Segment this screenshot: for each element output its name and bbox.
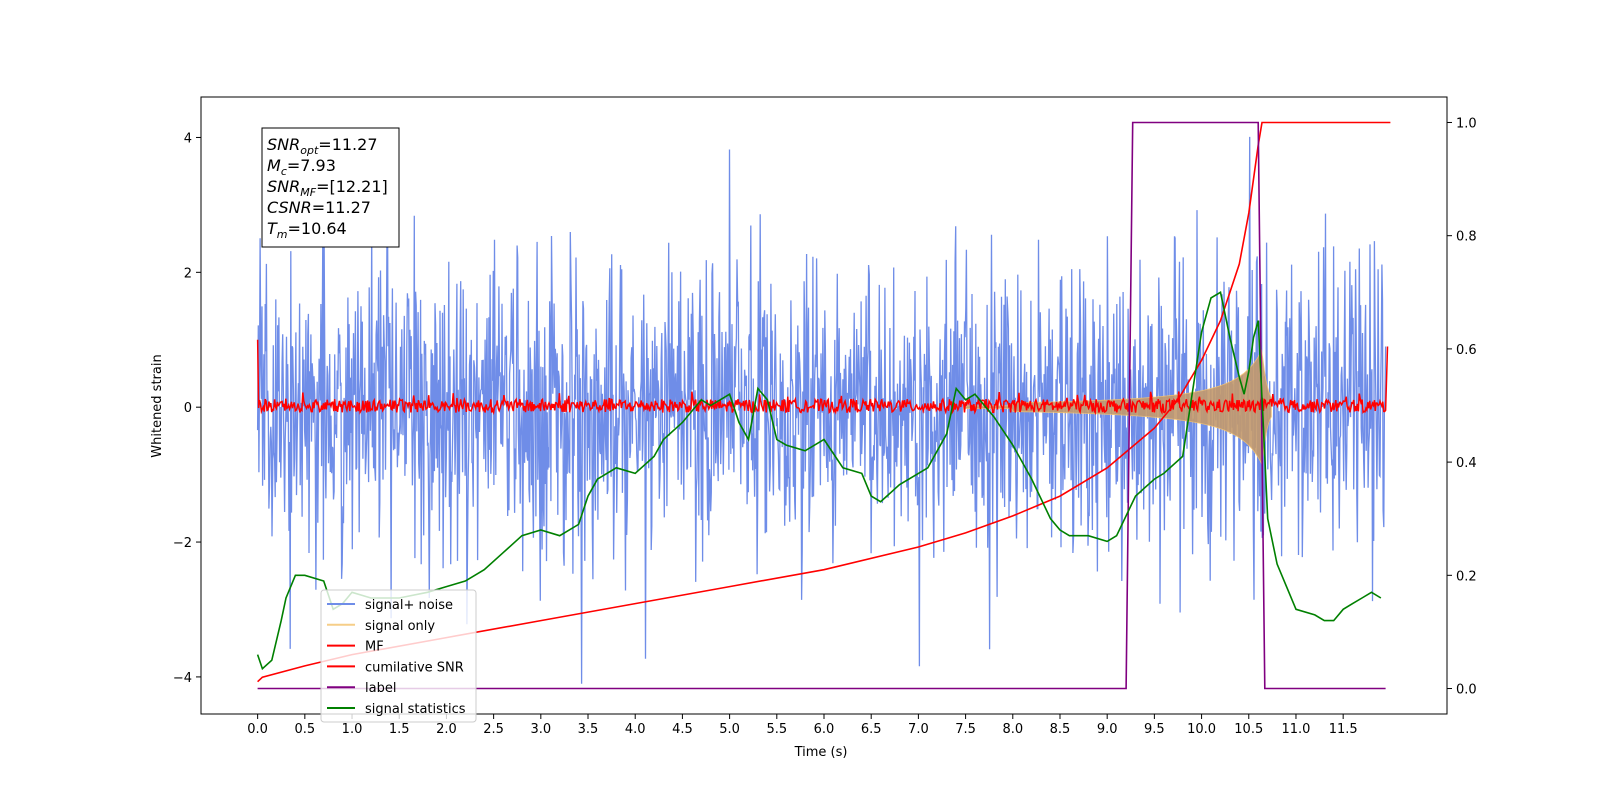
series-mf [256,339,1389,416]
legend-label: signal+ noise [365,598,453,613]
annotation-line: CSNR=11.27 [267,198,371,217]
annotation-box: SNRopt=11.27Mc=7.93SNRMF=[12.21]CSNR=11.… [261,127,400,248]
legend-label: signal only [365,619,435,634]
annotation-frame [261,127,400,248]
annotation-line: SNRMF=[12.21] [267,177,388,199]
x-tick-label: 2.5 [483,722,504,737]
x-axis-label: Time (s) [794,745,848,760]
y-axis-label: Whitened strain [150,354,165,457]
x-tick-label: 10.5 [1234,722,1263,737]
x-tick-label: 9.0 [1097,722,1118,737]
x-tick-label: 3.0 [530,722,551,737]
y2-tick-label: 0.8 [1456,230,1477,245]
series-label [257,121,1386,690]
legend: signal+ noise signal only MF cumilative SNR… [320,589,477,723]
y-tick-label: −4 [173,671,192,686]
y-tick-label: 0 [184,401,192,416]
x-tick-label: 0.5 [294,722,315,737]
x-tick-label: 7.0 [908,722,929,737]
x-tick-label: 8.5 [1050,722,1071,737]
series-layer [256,121,1391,690]
x-tick-label: 8.0 [1002,722,1023,737]
x-tick-label: 2.0 [436,722,457,737]
y2-tick-label: 0.4 [1456,456,1477,471]
x-tick-label: 7.5 [955,722,976,737]
x-tick-label: 6.0 [814,722,835,737]
x-tick-label: 3.5 [578,722,599,737]
x-tick-label: 5.5 [766,722,787,737]
annotation-line: SNRopt=11.27 [267,135,378,157]
x-tick-label: 4.0 [625,722,646,737]
legend-label: cumilative SNR [365,660,464,675]
y2-tick-label: 0.0 [1456,683,1477,698]
x-tick-label: 1.0 [342,722,363,737]
x-tick-label: 10.0 [1187,722,1216,737]
series-signal-statistics [256,291,1382,671]
annotation-line: Mc=7.93 [267,156,336,178]
legend-label: MF [365,640,384,655]
annotation-line: Tm=10.64 [267,219,347,241]
series-cumulative-snr [257,121,1391,683]
legend-label: signal statistics [365,702,466,717]
x-tick-label: 5.0 [719,722,740,737]
x-tick-label: 1.5 [389,722,410,737]
y-tick-label: 2 [184,266,192,281]
x-tick-label: 6.5 [861,722,882,737]
legend-frame [320,589,477,723]
x-axis: 0.0 0.5 1.0 1.5 2.0 2.5 3.0 3.5 4.0 4.5 5.0 5.5 6.0 6… [247,714,1358,737]
y-tick-label: −2 [173,536,192,551]
x-tick-label: 9.5 [1144,722,1165,737]
x-tick-label: 11.5 [1329,722,1358,737]
y-tick-label: 4 [184,131,192,146]
y-axis-right: 0.0 0.2 0.4 0.6 0.8 1.0 [1447,116,1477,698]
y2-tick-label: 0.6 [1456,343,1477,358]
y2-tick-label: 0.2 [1456,569,1477,584]
x-tick-label: 4.5 [672,722,693,737]
x-tick-label: 0.0 [247,722,268,737]
y2-tick-label: 1.0 [1456,116,1477,131]
x-tick-label: 11.0 [1281,722,1310,737]
y-axis-left: −4 −2 0 2 4 [173,131,201,686]
legend-label: label [365,681,396,696]
